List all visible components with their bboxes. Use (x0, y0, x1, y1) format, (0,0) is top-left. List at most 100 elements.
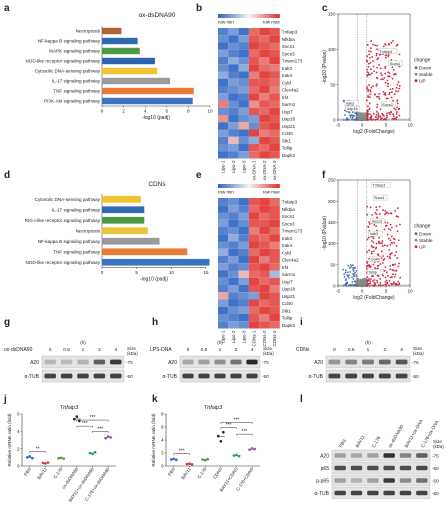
data-point (222, 430, 225, 434)
point-down (348, 111, 351, 114)
point-down (346, 281, 348, 284)
point-up (375, 71, 378, 74)
point-up (366, 262, 368, 264)
legend-entry: Stable (419, 72, 433, 78)
y-axis-label: -log10 (Pvalue) (322, 216, 328, 250)
blot-band (383, 453, 395, 458)
gene-label-box (345, 105, 360, 112)
heatmap-cell (228, 100, 239, 108)
point-up (370, 40, 372, 42)
heatmap-cell (228, 151, 239, 159)
data-point (109, 436, 112, 439)
point-up (369, 285, 371, 287)
heatmap-row-label: Socs1 (282, 214, 295, 219)
heatmap-cell (259, 151, 270, 159)
blot-band (416, 478, 428, 483)
point-up (399, 223, 401, 226)
blot-row-label: p-p65 (316, 478, 329, 484)
point-up (388, 43, 390, 46)
y-tick-label: 250 (328, 178, 336, 183)
heatmap-cell (248, 35, 260, 43)
point-up (395, 113, 398, 115)
point-up (390, 96, 393, 99)
x-tick-label: CDNS (212, 467, 223, 480)
point-up (374, 118, 377, 121)
heatmap-row-label: Irak4 (282, 73, 293, 78)
heatmap-cell (248, 205, 260, 213)
heatmap-cell (259, 256, 270, 264)
point-up (370, 72, 373, 75)
heatmap-cell (218, 93, 229, 101)
heatmap-cell (269, 306, 280, 314)
heatmap-col-label: CDNs-1 (252, 330, 257, 346)
legend-entry: Down (419, 65, 432, 71)
heatmap-cell (248, 277, 260, 285)
y-tick-label: 100 (328, 47, 336, 52)
point-up (372, 60, 374, 62)
blot-band (383, 478, 395, 483)
point-up (374, 211, 377, 214)
heatmap-cell (218, 100, 229, 108)
point-down (352, 266, 354, 269)
heatmap-cell (259, 241, 270, 249)
heatmap-cell (228, 277, 239, 285)
data-point (73, 417, 76, 421)
point-up (375, 113, 378, 116)
point-up (368, 249, 371, 252)
x-axis-label: -log10 (padj) (142, 115, 170, 121)
heatmap-cell (238, 64, 249, 72)
point-down (354, 266, 357, 269)
category-label: NF-kappa B signaling pathway (38, 239, 101, 244)
data-point (203, 458, 207, 462)
heatmap-cell (228, 115, 239, 123)
point-down (343, 275, 346, 278)
point-stable (358, 117, 361, 119)
point-up (369, 282, 372, 285)
heatmap-cell (238, 219, 249, 227)
heatmap-cell (259, 64, 270, 72)
blot-band (399, 453, 412, 458)
point-up (388, 284, 390, 287)
x-tick-label: 2 (122, 109, 125, 114)
data-point (26, 456, 29, 459)
heatmap-cell (228, 314, 239, 322)
point-up (384, 210, 387, 212)
heatmap-cell (269, 227, 280, 235)
point-up (372, 236, 374, 238)
gene-label: Cd40 (371, 258, 380, 262)
point-up (397, 265, 400, 268)
y-tick-label: 50 (330, 82, 336, 87)
y-tick-label: 200 (328, 199, 336, 204)
kda-marker: -75 (262, 360, 269, 365)
point-up (378, 236, 380, 239)
point-up (381, 245, 384, 247)
heatmap-cell (238, 115, 249, 123)
point-up (399, 276, 402, 279)
data-point (201, 458, 204, 461)
legend-swatch (414, 232, 418, 236)
point-up (383, 228, 386, 231)
heatmap-cell (218, 306, 229, 314)
category-label: TNF signaling pathway (53, 89, 100, 94)
blot-band (350, 453, 363, 458)
point-down (345, 119, 347, 121)
blot-row-label: p65 (321, 466, 330, 472)
treatment-label: ox-dsDNA90 (4, 347, 33, 353)
y-axis-label: Relative mRNA ratio (fold) (7, 413, 12, 467)
point-down (347, 274, 350, 277)
heatmap-cell (269, 144, 280, 152)
point-up (378, 205, 381, 208)
size-unit: (kDa) (413, 351, 424, 356)
legend-min: row min (218, 190, 234, 195)
heatmap-row-label: Nfkbia (282, 207, 295, 212)
heatmap-cell (248, 86, 260, 94)
kda-marker: -50 (412, 374, 419, 379)
heatmap-cell (218, 78, 229, 86)
point-down (355, 270, 358, 272)
point-up (380, 250, 383, 253)
heatmap-cell (238, 277, 249, 285)
significance-bracket (220, 422, 253, 424)
heatmap-cell (218, 277, 229, 285)
point-up (371, 213, 374, 216)
